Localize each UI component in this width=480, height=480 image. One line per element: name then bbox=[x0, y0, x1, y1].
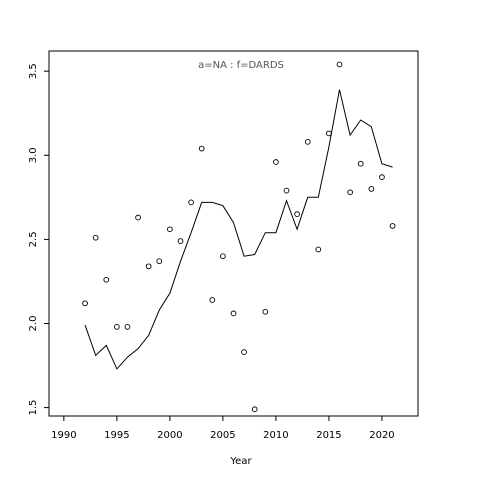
data-point bbox=[114, 324, 120, 330]
x-tick-label: 2020 bbox=[369, 430, 394, 441]
data-point bbox=[167, 226, 173, 233]
y-tick-label: 2.0 bbox=[28, 316, 39, 332]
data-point bbox=[389, 223, 396, 229]
data-point bbox=[198, 145, 205, 152]
data-point bbox=[315, 246, 322, 253]
data-point bbox=[262, 308, 269, 315]
y-tick-label: 1.5 bbox=[28, 400, 39, 416]
data-point bbox=[188, 199, 194, 206]
data-point bbox=[251, 406, 258, 413]
data-point bbox=[230, 310, 237, 317]
x-tick-label: 2000 bbox=[157, 430, 182, 441]
data-point bbox=[294, 211, 300, 218]
data-point bbox=[241, 349, 247, 355]
y-tick-label: 3.5 bbox=[28, 63, 39, 79]
x-tick-label: 1995 bbox=[104, 430, 129, 441]
data-point bbox=[357, 160, 364, 167]
data-point bbox=[145, 263, 152, 270]
plot-frame bbox=[48, 50, 419, 417]
x-axis-label: Year bbox=[229, 456, 252, 467]
y-axis: 1.5 2.0 2.5 3.0 3.5 bbox=[28, 63, 49, 416]
data-point bbox=[220, 253, 226, 260]
data-point bbox=[135, 214, 141, 221]
data-point bbox=[304, 138, 311, 145]
data-point bbox=[347, 189, 353, 196]
data-point bbox=[177, 238, 184, 244]
data-point bbox=[283, 187, 290, 194]
data-point bbox=[103, 276, 110, 283]
data-point bbox=[273, 159, 279, 165]
trend-line bbox=[84, 89, 393, 370]
chart-annotation: a=NA : f=DARDS bbox=[198, 60, 284, 71]
y-tick-label: 3.0 bbox=[28, 147, 39, 163]
data-point bbox=[156, 258, 163, 265]
y-tick-label: 2.5 bbox=[28, 231, 39, 247]
data-point bbox=[209, 297, 216, 303]
data-point bbox=[336, 61, 343, 68]
data-point bbox=[326, 130, 332, 137]
x-axis: 1990 1995 2000 2005 2010 2015 2020 bbox=[51, 416, 395, 441]
data-point bbox=[379, 174, 385, 181]
data-point bbox=[124, 324, 131, 330]
data-point bbox=[82, 300, 88, 307]
data-point bbox=[368, 186, 375, 192]
x-tick-label: 1990 bbox=[51, 430, 76, 441]
data-point bbox=[92, 234, 99, 241]
x-tick-label: 2015 bbox=[316, 430, 341, 441]
data-points bbox=[82, 61, 396, 413]
x-tick-label: 2010 bbox=[263, 430, 288, 441]
x-tick-label: 2005 bbox=[210, 430, 235, 441]
